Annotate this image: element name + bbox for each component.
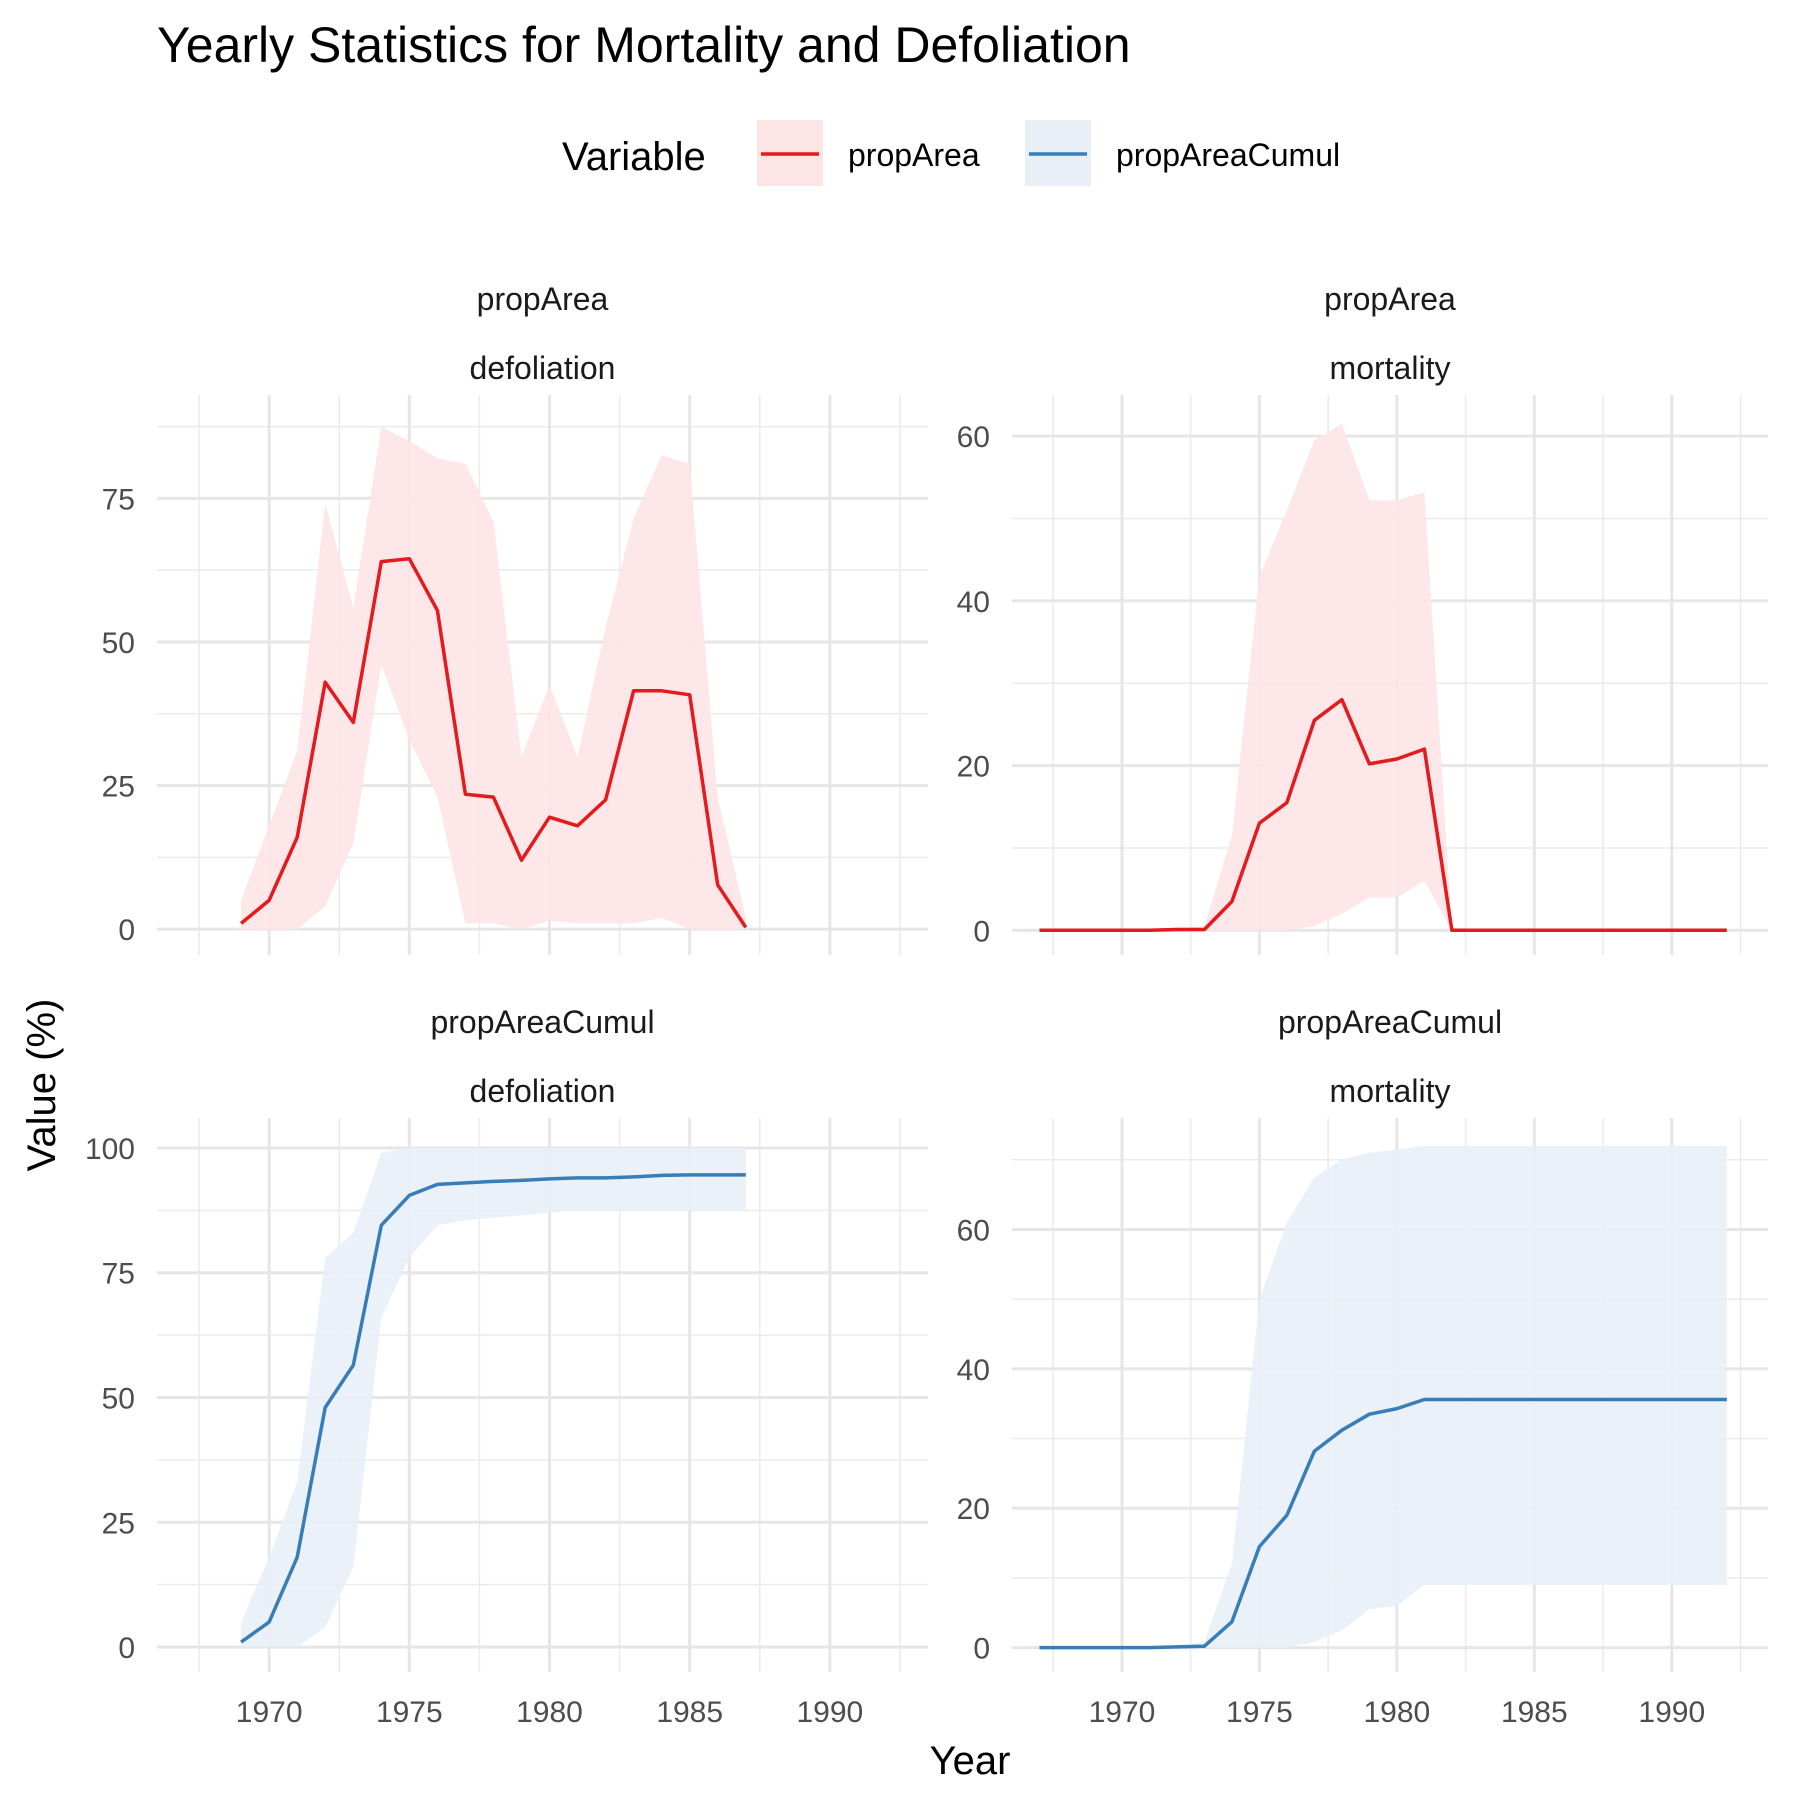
x-tick-label: 1980 xyxy=(516,1696,583,1729)
x-tick-label: 1975 xyxy=(376,1696,443,1729)
legend-label-proparea: propArea xyxy=(848,137,980,173)
y-tick-label: 0 xyxy=(118,1632,135,1665)
confidence-band xyxy=(241,426,746,930)
strip-label-variable: propArea xyxy=(477,281,609,317)
y-tick-label: 60 xyxy=(957,1214,990,1247)
y-tick-label: 40 xyxy=(957,1354,990,1387)
confidence-band xyxy=(1039,1145,1727,1648)
y-tick-label: 20 xyxy=(957,751,990,784)
x-tick-label: 1985 xyxy=(1501,1696,1568,1729)
series-line-propArea xyxy=(239,556,748,929)
chart-title: Yearly Statistics for Mortality and Defo… xyxy=(157,17,1131,73)
x-tick-label: 1990 xyxy=(1638,1696,1705,1729)
facet-panel-propArea-mortality: propArea mortality 0 20 40 60 xyxy=(957,281,1768,955)
y-tick-label: 75 xyxy=(102,1258,135,1291)
panels: propArea defoliation 0 25 50 75 propArea mortal… xyxy=(85,281,1768,1729)
y-tick-label: 60 xyxy=(957,421,990,454)
y-tick-label: 100 xyxy=(85,1133,135,1166)
x-tick-label: 1990 xyxy=(796,1696,863,1729)
strip-label-variable: propAreaCumul xyxy=(430,1004,654,1040)
series-line-propAreaCumul xyxy=(1039,1397,1727,1650)
legend: Variable propArea propAreaCumul xyxy=(562,120,1340,186)
strip-label-variable: propAreaCumul xyxy=(1278,1004,1502,1040)
y-tick-label: 0 xyxy=(973,915,990,948)
y-tick-label: 0 xyxy=(118,914,135,947)
legend-title: Variable xyxy=(562,135,706,179)
x-tick-label: 1980 xyxy=(1363,1696,1430,1729)
x-axis-label: Year xyxy=(930,1739,1011,1783)
confidence-band xyxy=(1039,423,1727,931)
y-tick-label: 75 xyxy=(102,483,135,516)
confidence-band xyxy=(241,1147,746,1647)
strip-label-type: mortality xyxy=(1330,1073,1451,1109)
x-tick-label: 1970 xyxy=(236,1696,303,1729)
y-axis-label: Value (%) xyxy=(20,999,64,1172)
strip-label-type: defoliation xyxy=(470,1073,616,1109)
facet-panel-propAreaCumul-mortality: propAreaCumul mortality 0 20 40 60 1970 1975 198… xyxy=(957,1004,1768,1729)
strip-label-type: mortality xyxy=(1330,350,1451,386)
series-line-propAreaCumul xyxy=(240,1173,746,1644)
y-tick-label: 0 xyxy=(973,1633,990,1666)
y-tick-label: 25 xyxy=(102,1507,135,1540)
strip-label-type: defoliation xyxy=(470,350,616,386)
legend-label-propareacumul: propAreaCumul xyxy=(1116,137,1340,173)
y-tick-label: 50 xyxy=(102,1382,135,1415)
strip-label-variable: propArea xyxy=(1324,281,1456,317)
x-tick-label: 1975 xyxy=(1226,1696,1293,1729)
facet-panel-propAreaCumul-defoliation: propAreaCumul defoliation 0 25 50 75 100 1970 19… xyxy=(85,1004,928,1729)
y-tick-label: 20 xyxy=(957,1493,990,1526)
y-tick-label: 40 xyxy=(957,586,990,619)
facet-panel-propArea-defoliation: propArea defoliation 0 25 50 75 xyxy=(102,281,928,955)
y-tick-label: 25 xyxy=(102,771,135,804)
series-line-propArea xyxy=(1039,697,1727,933)
x-tick-label: 1985 xyxy=(656,1696,723,1729)
x-tick-label: 1970 xyxy=(1089,1696,1156,1729)
y-tick-label: 50 xyxy=(102,627,135,660)
